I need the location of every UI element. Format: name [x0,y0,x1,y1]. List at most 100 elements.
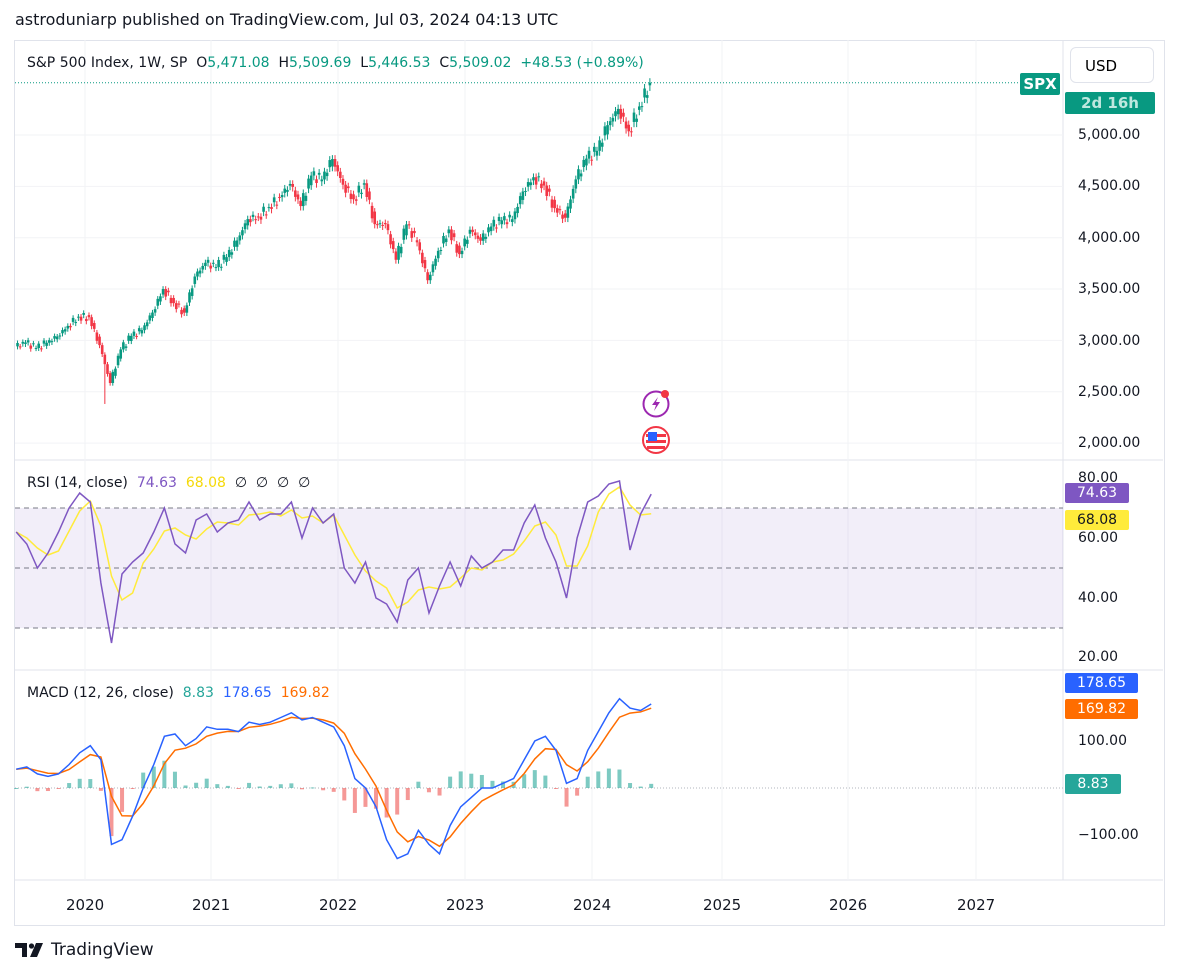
tradingview-brand[interactable]: TradingView [15,940,154,960]
publisher-line: astroduniarp published on TradingView.co… [15,10,559,29]
candle-body [368,191,371,200]
candle-body [466,239,469,244]
candle-body [645,95,649,98]
candle-body [304,195,308,201]
candle-body [643,88,646,98]
open-value: 5,471.08 [207,55,270,71]
macd-histogram-bar [35,788,40,792]
candle-body [600,142,604,147]
candle-body [497,216,501,221]
candle-body [521,191,525,200]
candle-body [590,159,593,161]
candle-body [127,335,130,341]
us-economic-event-flag-icon[interactable] [641,425,671,455]
macd-histogram-bar [585,776,590,788]
candle-body [595,150,599,156]
macd-histogram-bar [490,780,495,788]
candle-body [159,296,162,302]
macd-axis-label: 100.00 [1078,733,1127,749]
candle-body [190,288,194,296]
candle-body [333,159,337,167]
macd-axis-label: −100.00 [1078,827,1139,843]
candle-body [622,112,625,117]
candle-body [582,159,586,168]
macd-histogram-bar [575,788,580,796]
low-label: L [360,55,369,71]
candle-body [301,193,305,207]
macd-histogram-bar [553,788,558,789]
macd-histogram-bar [532,770,537,788]
candle-body [320,179,324,182]
candle-body [238,235,242,241]
macd-histogram-bar [331,788,336,792]
candle-body [18,346,22,348]
ideas-event-icon[interactable] [641,389,670,418]
candle-body [193,276,197,284]
candle-body [122,342,125,350]
macd-label[interactable]: MACD (12, 26, close) [27,685,174,701]
candle-body [492,219,496,227]
candle-body [410,231,414,238]
candle-body [505,222,509,225]
candle-body [452,233,456,238]
candle-body [540,183,543,189]
macd-histogram-bar [120,788,125,812]
macd-histogram-bar [564,788,569,807]
candle-body [450,229,453,241]
price-axis-label: 4,000.00 [1078,230,1141,246]
macd-histogram-bar [278,784,283,788]
candle-body [37,343,40,348]
candle-body [85,318,88,322]
candle-body [262,206,265,212]
candle-body [627,124,631,132]
macd-histogram-bar [342,788,347,801]
candle-body [336,165,339,172]
currency-button[interactable]: USD [1070,47,1154,83]
price-axis-label: 3,500.00 [1078,281,1141,297]
time-axis-label: 2027 [957,896,996,914]
candle-body [476,235,480,239]
macd-histogram-bar [426,788,431,793]
candle-body [246,219,250,226]
candle-body [214,267,218,269]
candle-body [529,182,533,186]
macd-histogram-bar [45,788,50,792]
candle-body [108,373,112,384]
candle-body [50,341,54,343]
candle-body [603,126,607,136]
candle-body [299,200,302,207]
candle-body [606,125,609,135]
candle-body [503,216,506,221]
candle-body [542,181,546,186]
macd-histogram-bar [522,774,527,788]
candle-body [632,112,636,122]
candle-body [399,246,403,254]
candle-body [16,342,19,347]
candle-body [635,118,638,122]
rsi-label[interactable]: RSI (14, close) [27,475,128,491]
candle-body [92,323,96,329]
candle-body [111,371,115,384]
candle-body [479,237,482,241]
symbol-description[interactable]: S&P 500 Index, 1W, SP [27,55,188,71]
candle-body [608,121,612,126]
candle-body [106,364,109,374]
candle-body [426,272,429,281]
candle-body [537,176,541,178]
candle-body [61,330,64,334]
candle-body [286,189,289,192]
candle-body [558,209,562,211]
candle-body [325,172,329,177]
candle-body [201,265,205,270]
candle-body [254,219,257,221]
candle-body [90,317,93,327]
candle-body [397,245,400,260]
symbol-tag: SPX [1020,73,1060,95]
macd-histogram-bar [649,783,654,788]
candle-body [402,228,406,240]
candle-body [545,185,548,196]
candle-body [339,171,342,178]
price-axis-label: 5,000.00 [1078,127,1141,143]
macd-histogram-bar [458,771,463,788]
